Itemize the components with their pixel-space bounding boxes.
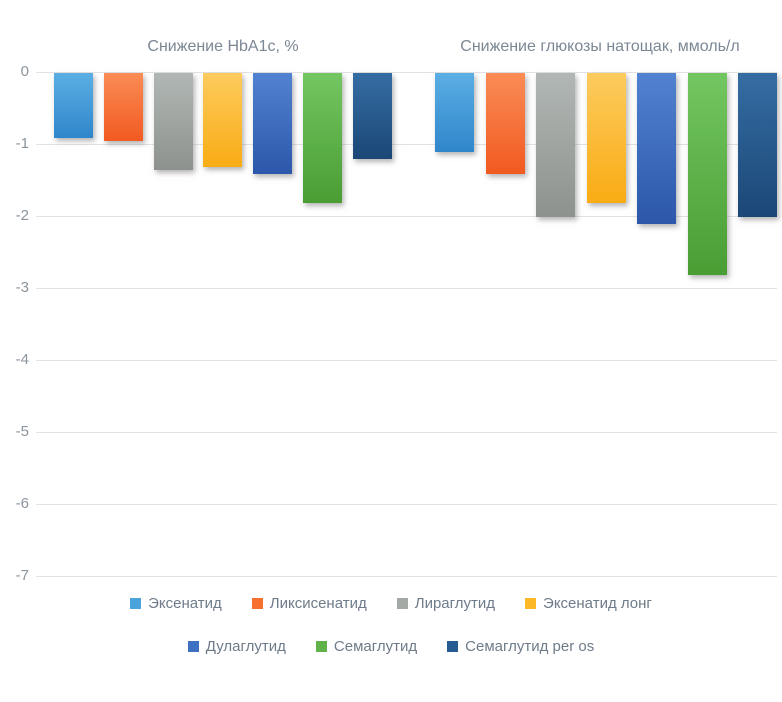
group-title-fasting-glucose: Снижение глюкозы натощак, ммоль/л bbox=[460, 38, 740, 55]
bar-Лираглутид bbox=[536, 73, 575, 217]
legend-swatch-icon bbox=[396, 597, 408, 609]
y-axis-tick-label: -2 bbox=[15, 207, 29, 224]
legend-swatch-icon bbox=[315, 640, 327, 652]
legend-row-1: Эксенатид Ликсисенатид Лираглутид Эксенатид… bbox=[0, 592, 782, 614]
legend-label: Ликсисенатид bbox=[269, 594, 367, 612]
bar-Ликсисенатид bbox=[485, 73, 525, 174]
legend-label: Семаглутид bbox=[333, 637, 418, 655]
bar-Эксенатид лонг bbox=[203, 73, 243, 167]
bar-Семаглутид per os bbox=[738, 73, 777, 217]
legend-row-2: Дулаглутид Семаглутид Семаглутид per os bbox=[0, 635, 782, 657]
y-axis-tick-label: -6 bbox=[15, 495, 29, 512]
legend-item-Эксенатид: Эксенатид bbox=[130, 595, 222, 612]
legend-swatch-icon bbox=[130, 597, 142, 609]
bar-Ликсисенатид bbox=[103, 73, 143, 141]
legend-item-Лираглутид: Лираглутид bbox=[396, 594, 496, 612]
legend-item-Эксенатид лонг: Эксенатид лонг bbox=[525, 595, 652, 612]
bar-Эксенатид лонг bbox=[586, 73, 626, 203]
bar-Лираглутид bbox=[153, 73, 193, 170]
legend-item-Семаглутид: Семаглутид bbox=[315, 637, 418, 655]
bar-Дулаглутид bbox=[253, 73, 293, 174]
gridline-y-2 bbox=[36, 216, 777, 217]
bar-Дулаглутид bbox=[637, 73, 676, 224]
gridline-y-1 bbox=[36, 144, 777, 145]
legend-label: Дулаглутид bbox=[205, 637, 286, 655]
legend-swatch-icon bbox=[187, 640, 199, 652]
legend-label: Лираглутид bbox=[414, 594, 496, 612]
legend-item-Ликсисенатид: Ликсисенатид bbox=[251, 594, 367, 612]
group-title-hba1c: Снижение HbA1c, % bbox=[147, 38, 299, 55]
bar-Семаглутид bbox=[687, 73, 727, 275]
bar-Семаглутид per os bbox=[352, 73, 392, 159]
legend-label: Эксенатид лонг bbox=[543, 594, 652, 612]
gridline-y-4 bbox=[36, 360, 777, 361]
y-axis-tick-label: -5 bbox=[15, 423, 29, 440]
y-axis-tick-label: -4 bbox=[15, 351, 29, 368]
bar-group-1 bbox=[54, 73, 392, 203]
y-axis-tick-label: -3 bbox=[15, 279, 29, 296]
bar-Эксенатид bbox=[54, 73, 93, 138]
bar-Семаглутид bbox=[303, 73, 343, 203]
y-axis-tick-label: -7 bbox=[15, 567, 29, 584]
gridline-y-3 bbox=[36, 288, 777, 289]
gridline-y0 bbox=[36, 72, 777, 73]
legend-label: Семаглутид per os bbox=[465, 637, 595, 655]
legend-item-Дулаглутид: Дулаглутид bbox=[187, 637, 286, 655]
legend-label: Эксенатид bbox=[148, 594, 222, 612]
y-axis-tick-label: 0 bbox=[20, 63, 29, 80]
gridline-y-7 bbox=[36, 576, 777, 577]
legend-swatch-icon bbox=[525, 597, 537, 609]
legend-swatch-icon bbox=[251, 597, 263, 609]
legend-item-Семаглутид per os: Семаглутид per os bbox=[447, 638, 594, 655]
gridline-y-6 bbox=[36, 504, 777, 505]
legend: Эксенатид Ликсисенатид Лираглутид Эксенатид… bbox=[0, 592, 782, 657]
bar-group-2 bbox=[435, 73, 777, 275]
y-axis-tick-label: -1 bbox=[15, 135, 29, 152]
legend-swatch-icon bbox=[447, 640, 459, 652]
bar-Эксенатид bbox=[435, 73, 474, 152]
gridline-y-5 bbox=[36, 432, 777, 433]
